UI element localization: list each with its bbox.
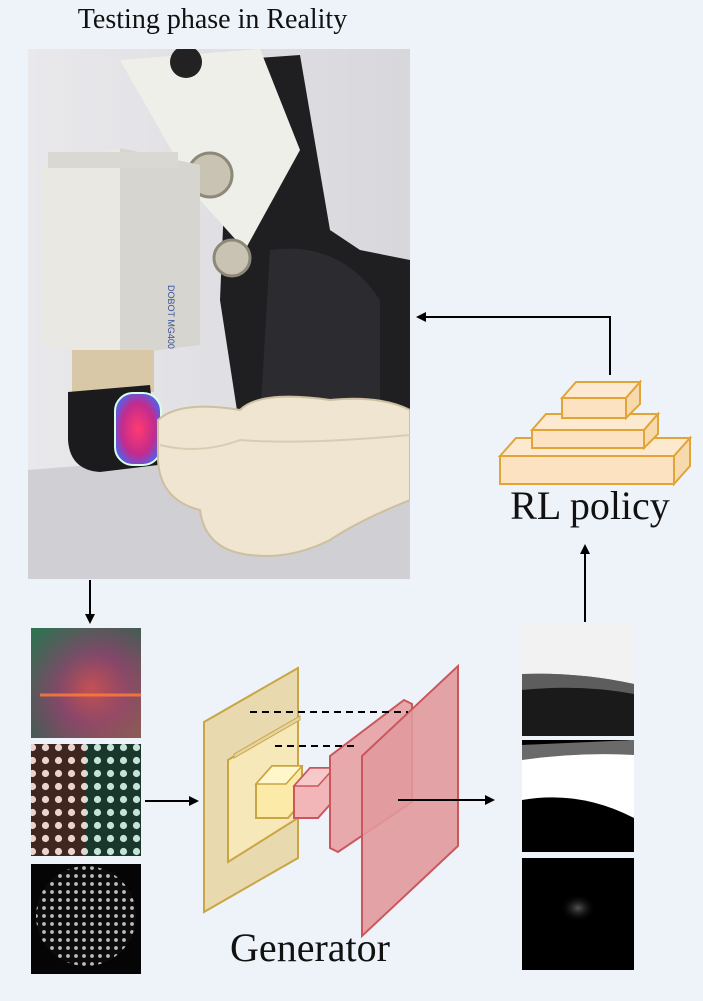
rl-policy-icon [497,379,693,487]
device-label: DOBOT MG400 [166,285,176,349]
depth-image-3 [522,858,634,970]
tactile-rgb-image [31,628,141,738]
generator-label: Generator [230,925,390,970]
depth-image-1 [522,624,634,736]
tactile-dot-pattern-image [31,864,141,974]
rl-policy-label: RL policy [510,483,670,528]
depth-image-2 [522,740,634,852]
page-title: Testing phase in Reality [77,4,348,35]
generator-network [203,663,459,939]
arrow-policy-to-robot [416,312,611,375]
tactile-marker-image [31,744,141,856]
robot-photo: DOBOT MG400 [28,49,410,579]
